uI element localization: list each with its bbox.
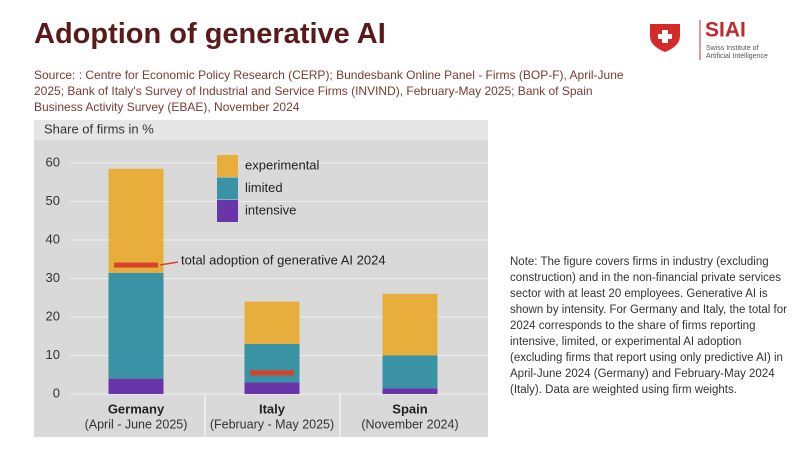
marker <box>114 262 158 268</box>
logo-cross <box>658 30 672 43</box>
marker <box>250 370 294 376</box>
legend-swatch <box>217 155 238 177</box>
axis-label-strip <box>34 120 488 140</box>
legend-label: limited <box>245 180 283 195</box>
legend-label: intensive <box>245 202 296 217</box>
x-tick-sublabel: (February - May 2025) <box>210 417 334 431</box>
annotation-line <box>159 261 179 266</box>
bar-segment <box>244 343 300 383</box>
y-tick-label: 40 <box>46 231 60 246</box>
x-tick-label: Spain <box>392 401 427 416</box>
annotation: total adoption of generative AI 2024 <box>181 252 386 267</box>
legend-label: experimental <box>245 157 320 172</box>
bar-segment <box>108 378 164 394</box>
x-tick-label: Germany <box>108 401 165 416</box>
y-tick-label: 10 <box>46 347 60 362</box>
bar-segment <box>108 272 164 379</box>
y-tick-label: 20 <box>46 308 60 323</box>
x-tick-sublabel: (November 2024) <box>361 417 458 431</box>
logo-subtitle: Swiss Institute of <box>706 45 759 52</box>
bar-segment <box>108 168 164 273</box>
logo-name: SIAI <box>705 19 746 42</box>
y-axis-label: Share of firms in % <box>44 121 154 136</box>
source: Source: : Centre for Economic Policy Res… <box>34 68 624 114</box>
legend-swatch <box>217 200 238 222</box>
bar-segment <box>382 293 438 356</box>
y-tick-label: 50 <box>46 193 60 208</box>
note: Note: The figure covers firms in industr… <box>510 256 787 396</box>
legend-swatch <box>217 177 238 200</box>
bar-segment <box>382 388 438 394</box>
chart-title: Adoption of generative AI <box>34 18 386 50</box>
x-tick-label: Italy <box>259 401 286 416</box>
logo-subtitle: Artificial Intelligence <box>706 53 768 60</box>
bar-segment <box>382 355 438 389</box>
y-tick-label: 30 <box>46 270 60 285</box>
y-tick-label: 0 <box>53 385 60 400</box>
bar-segment <box>244 301 300 344</box>
x-tick-sublabel: (April - June 2025) <box>85 417 188 431</box>
y-tick-label: 60 <box>46 154 60 169</box>
bar-segment <box>244 382 300 394</box>
